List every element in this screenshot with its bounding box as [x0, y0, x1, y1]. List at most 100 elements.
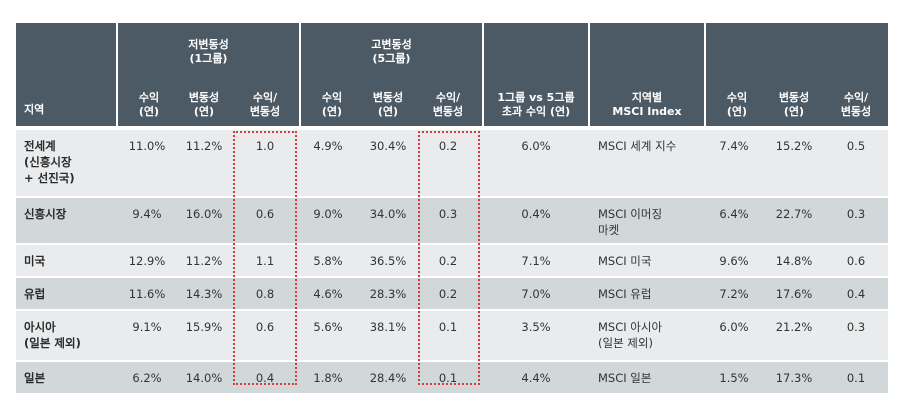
header-excess: 1그룹 vs 5그룹 초과 수익 (연) — [497, 91, 575, 118]
cell-region: 미국 — [16, 245, 116, 276]
cell-value: 0.3 — [846, 207, 866, 221]
cell-value: 1.1 — [255, 254, 275, 268]
header-msci-ratio: 수익/ 변동성 — [840, 91, 872, 118]
cell-value: 3.5% — [521, 320, 551, 334]
cell-value: 28.3% — [369, 287, 407, 301]
cell-value: MSCI 미국 — [598, 254, 652, 268]
cell-m-ret: 6.4% — [706, 198, 762, 243]
cell-high-vol: 38.1% — [359, 311, 417, 360]
cell-value: 14.0% — [185, 371, 223, 385]
cell-value: 9.4% — [132, 207, 162, 221]
cell-value: MSCI 일본 — [598, 371, 652, 385]
header-low-ratio: 수익/ 변동성 — [249, 91, 281, 118]
cell-high-ratio: 0.1 — [421, 362, 475, 393]
cell-value: 11.6% — [128, 287, 166, 301]
cell-excess: 4.4% — [484, 362, 588, 393]
cell-high-ret: 1.8% — [301, 362, 355, 393]
cell-value: 6.0% — [719, 320, 749, 334]
cell-value: 11.2% — [185, 254, 223, 268]
cell-value: 0.6 — [255, 320, 275, 334]
header-high-ratio: 수익/ 변동성 — [432, 91, 464, 118]
cell-m-vol: 21.2% — [764, 311, 824, 360]
cell-value: 0.6 — [846, 254, 866, 268]
cell-value: 11.0% — [128, 139, 166, 153]
cell-value: 34.0% — [369, 207, 407, 221]
cell-value: 14.3% — [185, 287, 223, 301]
cell-low-ret: 9.1% — [118, 311, 176, 360]
cell-low-ret: 11.6% — [118, 278, 176, 309]
cell-low-ratio: 0.6 — [238, 311, 292, 360]
cell-value: 5.8% — [313, 254, 343, 268]
header-region: 지역 — [24, 103, 45, 116]
cell-value: 7.2% — [719, 287, 749, 301]
header-low-group: 저변동성 (1그룹) — [188, 38, 229, 65]
cell-value: 6.2% — [132, 371, 162, 385]
cell-value: 신흥시장 — [24, 207, 67, 221]
cell-value: 15.2% — [775, 139, 813, 153]
cell-value: 아시아 (일본 제외) — [24, 320, 81, 350]
cell-value: MSCI 아시아 (일본 제외) — [598, 320, 663, 350]
cell-low-ratio: 0.4 — [238, 362, 292, 393]
header-excess-block — [484, 23, 588, 126]
cell-m-vol: 17.3% — [764, 362, 824, 393]
header-msci-metrics-block — [706, 23, 888, 126]
header-high-volatility: 변동성 (연) — [372, 91, 404, 118]
header-msci-return: 수익 (연) — [726, 91, 748, 118]
cell-value: 1.8% — [313, 371, 343, 385]
cell-low-ret: 11.0% — [118, 130, 176, 196]
cell-msci: MSCI 유럽 — [590, 278, 704, 309]
table-row: 일본 6.2% 14.0% 0.4 1.8% 28.4% 0.1 4.4% MSCI 일본 1.5… — [16, 362, 888, 393]
cell-high-ret: 9.0% — [301, 198, 355, 243]
cell-value: 7.4% — [719, 139, 749, 153]
header-low-group-block — [118, 23, 299, 126]
cell-value: 16.0% — [185, 207, 223, 221]
cell-region: 전세계 (신흥시장 + 선진국) — [16, 130, 116, 196]
cell-msci: MSCI 일본 — [590, 362, 704, 393]
cell-value: 7.0% — [521, 287, 551, 301]
cell-value: 4.4% — [521, 371, 551, 385]
cell-value: 30.4% — [369, 139, 407, 153]
cell-m-vol: 14.8% — [764, 245, 824, 276]
cell-high-vol: 30.4% — [359, 130, 417, 196]
cell-high-vol: 36.5% — [359, 245, 417, 276]
cell-value: 4.6% — [313, 287, 343, 301]
cell-value: 0.4 — [255, 371, 275, 385]
cell-low-vol: 16.0% — [176, 198, 232, 243]
cell-low-ratio: 1.1 — [238, 245, 292, 276]
cell-msci: MSCI 이머징 마켓 — [590, 198, 704, 243]
cell-excess: 7.1% — [484, 245, 588, 276]
cell-high-ret: 4.6% — [301, 278, 355, 309]
cell-region: 일본 — [16, 362, 116, 393]
header-high-return: 수익 (연) — [321, 91, 343, 118]
cell-value: 0.1 — [438, 320, 458, 334]
cell-value: 6.0% — [521, 139, 551, 153]
header-msci-region: 지역별 MSCI Index — [612, 91, 682, 118]
header-high-group-block — [301, 23, 482, 126]
cell-value: 9.1% — [132, 320, 162, 334]
header-region-block — [16, 23, 116, 126]
table-row: 신흥시장 9.4% 16.0% 0.6 9.0% 34.0% 0.3 0.4% MSCI 이머징… — [16, 198, 888, 243]
cell-value: 미국 — [24, 254, 46, 268]
cell-value: MSCI 세계 지수 — [598, 139, 677, 153]
cell-value: 0.1 — [846, 371, 866, 385]
header-low-volatility: 변동성 (연) — [188, 91, 220, 118]
cell-high-vol: 34.0% — [359, 198, 417, 243]
cell-high-vol: 28.3% — [359, 278, 417, 309]
table-row: 전세계 (신흥시장 + 선진국) 11.0% 11.2% 1.0 4.9% 30.4% 0.… — [16, 130, 888, 196]
cell-value: 38.1% — [369, 320, 407, 334]
cell-low-ret: 12.9% — [118, 245, 176, 276]
cell-excess: 0.4% — [484, 198, 588, 243]
cell-value: MSCI 유럽 — [598, 287, 652, 301]
cell-m-ret: 7.2% — [706, 278, 762, 309]
cell-value: 7.1% — [521, 254, 551, 268]
cell-m-vol: 17.6% — [764, 278, 824, 309]
cell-low-ret: 6.2% — [118, 362, 176, 393]
cell-high-ret: 5.6% — [301, 311, 355, 360]
cell-m-ret: 1.5% — [706, 362, 762, 393]
table-row: 유럽 11.6% 14.3% 0.8 4.6% 28.3% 0.2 7.0% MSCI 유럽 7.… — [16, 278, 888, 309]
cell-low-ratio: 1.0 — [238, 130, 292, 196]
cell-low-vol: 11.2% — [176, 130, 232, 196]
cell-m-vol: 15.2% — [764, 130, 824, 196]
cell-m-vol: 22.7% — [764, 198, 824, 243]
cell-value: 0.1 — [438, 371, 458, 385]
